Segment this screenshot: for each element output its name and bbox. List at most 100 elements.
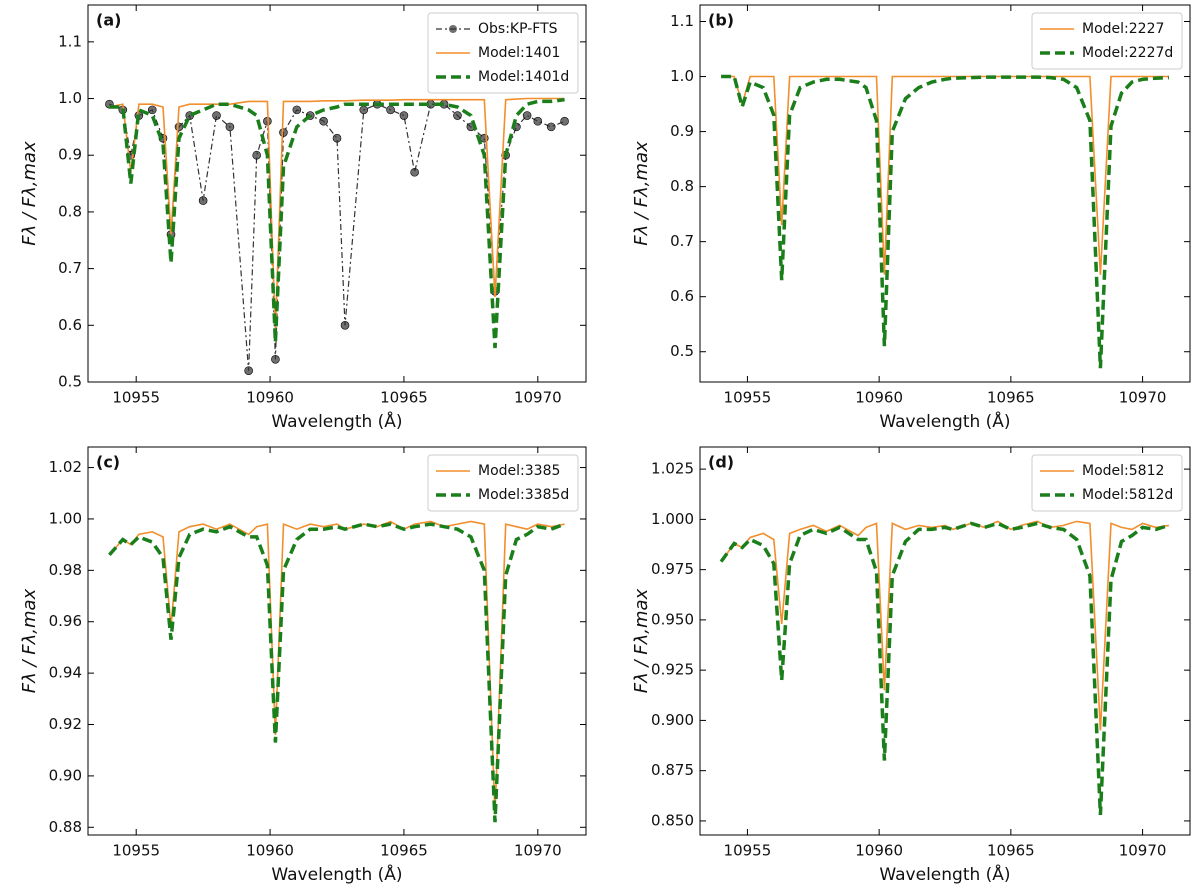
x-tick-label: 10960 xyxy=(855,389,903,407)
y-tick-label: 0.94 xyxy=(49,664,82,682)
x-axis-label: Wavelength (Å) xyxy=(271,863,402,885)
legend-label: Model:5812 xyxy=(1082,463,1164,479)
x-tick-label: 10965 xyxy=(380,842,428,860)
legend-label: Model:3385d xyxy=(478,487,569,503)
legend-label: Model:1401d xyxy=(478,69,569,85)
data-point xyxy=(560,116,569,126)
series-line xyxy=(109,97,565,332)
legend-label: Model:3385 xyxy=(478,463,560,479)
y-tick-label: 0.900 xyxy=(651,711,694,729)
series-line xyxy=(719,521,1170,815)
data-point xyxy=(225,122,235,132)
y-tick-label: 0.6 xyxy=(670,287,694,305)
x-tick-label: 10965 xyxy=(987,842,1035,860)
x-tick-label: 10965 xyxy=(987,389,1035,407)
y-tick-label: 0.975 xyxy=(651,560,694,578)
y-axis-label: Fλ / Fλ,max xyxy=(631,588,652,693)
x-axis-label: Wavelength (Å) xyxy=(879,863,1010,885)
y-tick-label: 1.1 xyxy=(670,12,694,30)
legend-label: Model:5812d xyxy=(1082,487,1173,503)
data-point xyxy=(522,111,532,120)
axes-frame xyxy=(699,4,1191,383)
legend-label: Obs:KP-FTS xyxy=(478,21,558,37)
legend-label: Model:1401 xyxy=(478,45,560,61)
plot-area xyxy=(105,97,569,375)
y-tick-label: 1.02 xyxy=(49,458,82,476)
y-tick-label: 0.7 xyxy=(670,232,694,250)
x-tick-label: 10955 xyxy=(112,389,160,407)
panel-label: (b) xyxy=(708,11,734,30)
axes-frame xyxy=(87,446,587,836)
x-axis-label: Wavelength (Å) xyxy=(271,410,402,432)
legend-box xyxy=(1031,454,1183,512)
x-tick-label: 10970 xyxy=(514,842,562,860)
x-tick-label: 10970 xyxy=(514,389,562,407)
x-tick-label: 10970 xyxy=(1119,389,1167,407)
data-point xyxy=(279,128,288,137)
panel-label: (a) xyxy=(96,11,121,30)
plot-area xyxy=(719,520,1170,815)
y-tick-label: 0.5 xyxy=(58,373,82,391)
data-point xyxy=(271,355,280,364)
data-point xyxy=(292,105,302,115)
legend-box xyxy=(1031,12,1183,70)
axes-frame xyxy=(699,446,1191,836)
x-tick-label: 10970 xyxy=(1119,842,1167,860)
y-tick-label: 0.90 xyxy=(49,766,82,784)
data-point xyxy=(533,116,543,126)
y-tick-label: 0.950 xyxy=(651,610,694,628)
legend-box xyxy=(427,12,579,94)
y-tick-label: 0.8 xyxy=(670,177,694,195)
data-point xyxy=(212,111,221,120)
series-line xyxy=(721,75,1169,275)
y-tick-label: 1.1 xyxy=(58,32,82,50)
y-tick-label: 1.00 xyxy=(49,509,82,527)
x-tick-label: 10955 xyxy=(724,389,772,407)
y-tick-label: 1.0 xyxy=(58,89,82,107)
x-tick-label: 10960 xyxy=(246,842,294,860)
y-tick-label: 0.5 xyxy=(670,342,694,360)
data-point xyxy=(410,167,419,177)
legend-label: Model:2227 xyxy=(1082,21,1164,37)
legend-marker xyxy=(449,25,457,33)
data-point xyxy=(386,105,395,115)
y-tick-label: 1.0 xyxy=(670,67,694,85)
y-tick-label: 0.88 xyxy=(49,818,82,836)
x-tick-label: 10960 xyxy=(855,842,903,860)
series-line xyxy=(720,520,1170,731)
data-point xyxy=(198,196,208,205)
x-axis-label: Wavelength (Å) xyxy=(879,410,1010,432)
y-tick-label: 0.9 xyxy=(670,122,694,140)
y-tick-label: 0.8 xyxy=(58,202,82,220)
x-tick-label: 10965 xyxy=(380,389,428,407)
y-tick-label: 0.9 xyxy=(58,146,82,164)
series-line xyxy=(108,522,566,823)
y-tick-label: 0.92 xyxy=(49,715,82,733)
axes-frame xyxy=(87,4,587,383)
legend-label: Model:2227d xyxy=(1082,45,1173,61)
plot-area xyxy=(108,520,566,823)
y-tick-label: 0.850 xyxy=(651,811,694,829)
data-point xyxy=(340,321,350,330)
data-point xyxy=(174,122,184,132)
y-tick-label: 0.925 xyxy=(651,661,694,679)
panel-label: (d) xyxy=(708,453,734,472)
x-tick-label: 10960 xyxy=(246,389,294,407)
y-tick-label: 1.000 xyxy=(651,510,694,528)
y-axis-label: Fλ / Fλ,max xyxy=(19,141,40,246)
data-point xyxy=(244,366,253,375)
y-tick-label: 0.98 xyxy=(49,561,82,579)
series-line xyxy=(721,74,1169,369)
y-tick-label: 0.96 xyxy=(49,612,82,630)
data-point xyxy=(359,105,369,115)
data-point xyxy=(147,105,157,115)
data-point xyxy=(546,122,556,132)
y-axis-label: Fλ / Fλ,max xyxy=(19,588,40,693)
y-tick-label: 0.6 xyxy=(58,316,82,334)
data-point xyxy=(332,133,342,143)
y-tick-label: 0.7 xyxy=(58,259,82,277)
panel-label: (c) xyxy=(96,453,120,472)
x-tick-label: 10955 xyxy=(112,842,160,860)
data-point xyxy=(453,111,462,120)
